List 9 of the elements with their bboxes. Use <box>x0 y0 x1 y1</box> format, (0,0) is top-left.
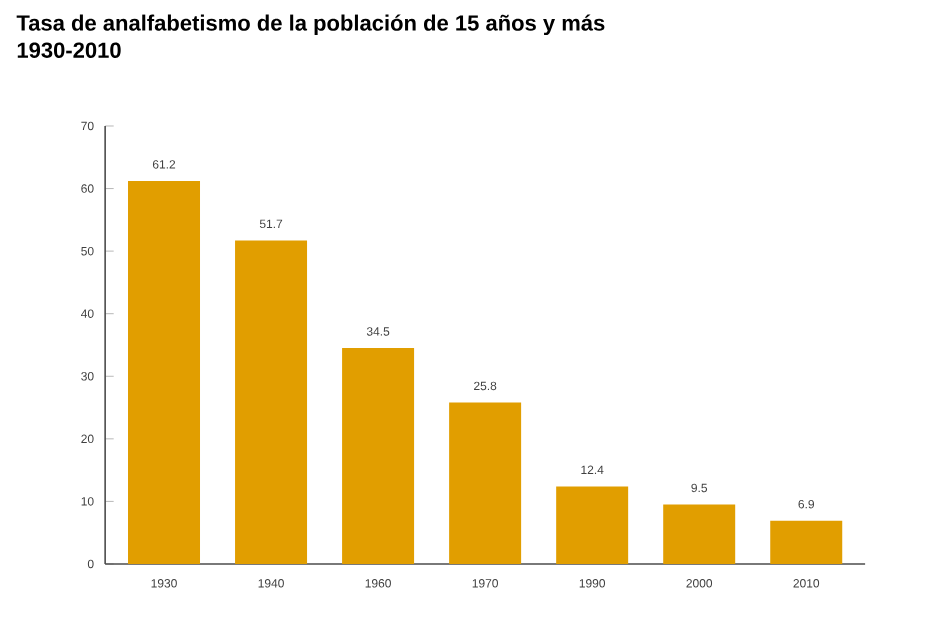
bar <box>449 402 522 564</box>
bar <box>556 486 629 564</box>
bar <box>770 520 843 564</box>
bar <box>128 181 201 564</box>
chart-subtitle: 1930-2010 <box>17 42 121 58</box>
chart-title: Tasa de analfabetismo de la población de 15 años y más <box>16 14 605 36</box>
bar <box>342 348 415 564</box>
bar <box>663 504 736 564</box>
bar <box>235 240 308 564</box>
